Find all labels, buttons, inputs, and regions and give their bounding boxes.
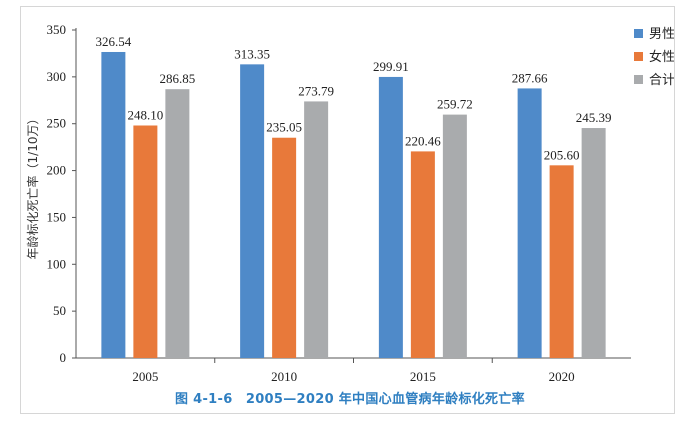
data-label: 326.54 xyxy=(96,34,132,49)
bar xyxy=(378,76,403,359)
bar xyxy=(165,89,190,358)
data-label: 205.60 xyxy=(544,147,580,162)
y-tick-label: 0 xyxy=(60,350,67,365)
y-tick-label: 150 xyxy=(47,209,67,224)
y-axis: 0 50 100 150 200 250 300 350 xyxy=(47,22,77,365)
y-tick-label: 200 xyxy=(47,163,67,178)
legend-label: 男性 xyxy=(649,27,674,42)
data-label: 220.46 xyxy=(405,133,441,148)
figure-caption: 图 4-1-6 2005—2020 年中国心血管病年龄标化死亡率 xyxy=(175,392,525,407)
bars xyxy=(101,51,606,359)
bar xyxy=(549,165,574,358)
x-tick-label: 2020 xyxy=(549,369,575,384)
data-label: 248.10 xyxy=(128,107,164,122)
bar xyxy=(133,125,158,358)
chart-frame: 0 50 100 150 200 250 300 350 2005 2010 2015 2020 3… xyxy=(20,6,675,414)
bar xyxy=(304,101,329,359)
legend-label: 合计 xyxy=(649,73,674,88)
data-label: 286.85 xyxy=(160,71,196,86)
y-tick-label: 250 xyxy=(47,116,67,131)
y-tick-label: 50 xyxy=(53,303,66,318)
x-tick-label: 2015 xyxy=(410,369,436,384)
y-tick-label: 100 xyxy=(47,256,67,271)
bar xyxy=(581,128,606,358)
legend-swatch xyxy=(634,75,643,84)
data-label: 299.91 xyxy=(373,59,409,74)
bar xyxy=(101,51,126,358)
y-tick-label: 350 xyxy=(47,22,67,37)
y-axis-title: 年龄标化死亡率（1/10万） xyxy=(25,113,40,260)
bar xyxy=(410,151,435,358)
legend-swatch xyxy=(634,29,643,38)
legend-swatch xyxy=(634,52,643,61)
x-tick-label: 2010 xyxy=(271,369,297,384)
bar xyxy=(517,88,542,359)
data-label: 273.79 xyxy=(298,83,334,98)
data-label: 235.05 xyxy=(266,120,302,135)
x-axis: 2005 2010 2015 2020 xyxy=(76,357,631,384)
bar xyxy=(240,64,265,358)
bar-chart: 0 50 100 150 200 250 300 350 2005 2010 2015 2020 3… xyxy=(25,22,674,384)
bar xyxy=(442,114,467,358)
data-label: 245.39 xyxy=(576,110,612,125)
data-label: 313.35 xyxy=(234,46,270,61)
data-label: 259.72 xyxy=(437,97,473,112)
bar xyxy=(272,137,297,358)
legend-label: 女性 xyxy=(649,49,674,65)
x-tick-label: 2005 xyxy=(132,369,158,384)
y-tick-label: 300 xyxy=(47,69,67,84)
data-labels: 326.54 248.10 286.85 313.35 235.05 273.79 299.… xyxy=(96,34,612,162)
data-label: 287.66 xyxy=(512,70,548,85)
